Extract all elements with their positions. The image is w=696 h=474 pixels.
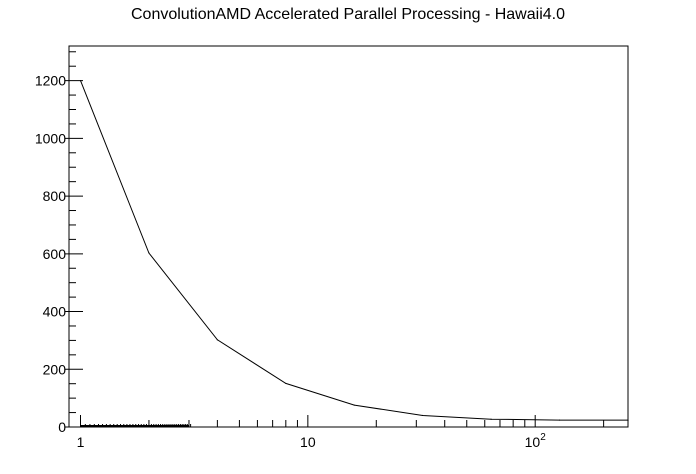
x-tick-label-exponent: 2 [540, 432, 546, 443]
y-tick-label: 200 [43, 361, 67, 377]
data-point [148, 252, 150, 254]
data-point [79, 80, 82, 82]
data-point [422, 414, 424, 417]
y-tick-label: 1000 [35, 130, 66, 146]
chart-title: ConvolutionAMD Accelerated Parallel Proc… [131, 6, 565, 23]
data-point [353, 404, 355, 406]
series-layer [79, 80, 629, 421]
x-tick-label-base: 10 [525, 434, 541, 450]
y-tick-label: 400 [43, 304, 67, 320]
x-axis: 1 10 102 [77, 415, 605, 450]
data-point [490, 418, 492, 420]
series-line [80, 80, 628, 421]
y-tick-label: 600 [43, 246, 67, 262]
data-point [216, 339, 218, 341]
x-tick-label: 10 [300, 434, 316, 450]
x-tick-label: 102 [525, 432, 547, 450]
data-point [558, 419, 561, 421]
y-tick-label: 800 [43, 188, 67, 204]
y-tick-label: 0 [58, 419, 66, 435]
x-tick-label: 1 [77, 434, 85, 450]
y-tick-label: 1200 [35, 73, 66, 89]
plot-frame [68, 45, 629, 428]
data-point [285, 382, 287, 385]
data-point [627, 419, 629, 421]
y-axis: 0 200 400 600 800 1000 1200 [35, 51, 83, 435]
